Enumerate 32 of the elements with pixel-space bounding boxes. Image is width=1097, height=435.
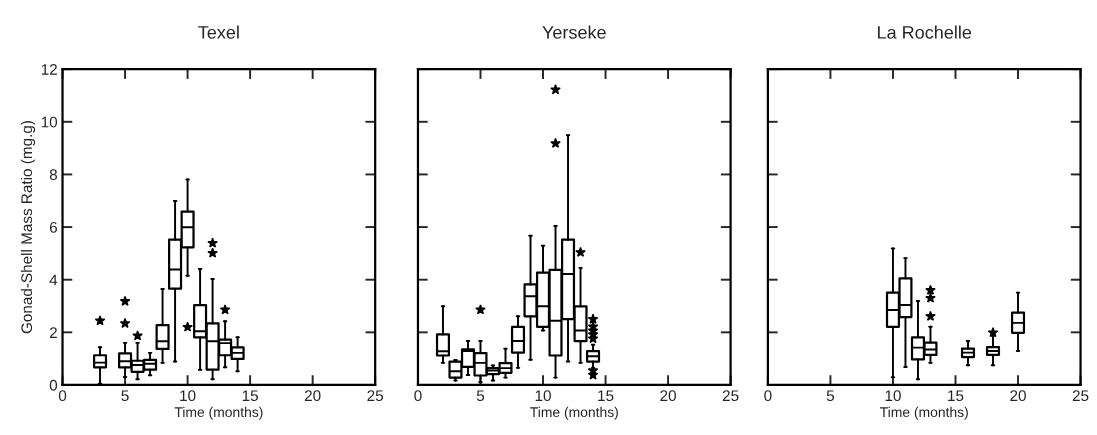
chart-title: Yerseke bbox=[542, 25, 606, 39]
y-tick-label: 12 bbox=[41, 64, 57, 75]
x-tick-label: 0 bbox=[58, 390, 67, 402]
x-tick-label: 5 bbox=[476, 390, 485, 402]
x-tick-label: 10 bbox=[535, 390, 551, 402]
x-tick-label: 5 bbox=[121, 390, 129, 402]
y-axis-title: Gonad-Shell Mass Ratio (mg.g) bbox=[20, 121, 36, 334]
x-tick-label: 10 bbox=[180, 390, 196, 402]
x-tick-label: 20 bbox=[1010, 390, 1026, 402]
x-tick-label: 0 bbox=[764, 390, 772, 402]
x-tick-label: 15 bbox=[598, 390, 614, 402]
chart-title: Texel bbox=[198, 25, 239, 39]
y-tick-label: 8 bbox=[49, 169, 57, 181]
x-tick-label: 5 bbox=[826, 390, 835, 402]
y-tick-label: 6 bbox=[49, 221, 57, 233]
y-tick-label: 0 bbox=[49, 379, 58, 391]
x-tick-label: 0 bbox=[414, 390, 422, 402]
y-tick-label: 2 bbox=[49, 327, 57, 338]
x-tick-label: 15 bbox=[242, 390, 258, 402]
x-axis-title: Time (months) bbox=[174, 406, 263, 420]
x-tick-label: 25 bbox=[1072, 390, 1089, 402]
x-tick-label: 15 bbox=[948, 390, 964, 402]
x-tick-label: 10 bbox=[885, 390, 901, 402]
x-axis-title: Time (months) bbox=[880, 406, 968, 420]
x-axis-title: Time (months) bbox=[530, 406, 618, 420]
y-tick-label: 10 bbox=[41, 116, 58, 128]
y-tick-label: 4 bbox=[49, 274, 58, 286]
x-tick-label: 25 bbox=[367, 390, 384, 402]
x-tick-label: 20 bbox=[304, 390, 321, 402]
x-tick-label: 25 bbox=[722, 390, 739, 402]
x-tick-label: 20 bbox=[660, 390, 676, 402]
chart-title: La Rochelle bbox=[878, 25, 972, 39]
